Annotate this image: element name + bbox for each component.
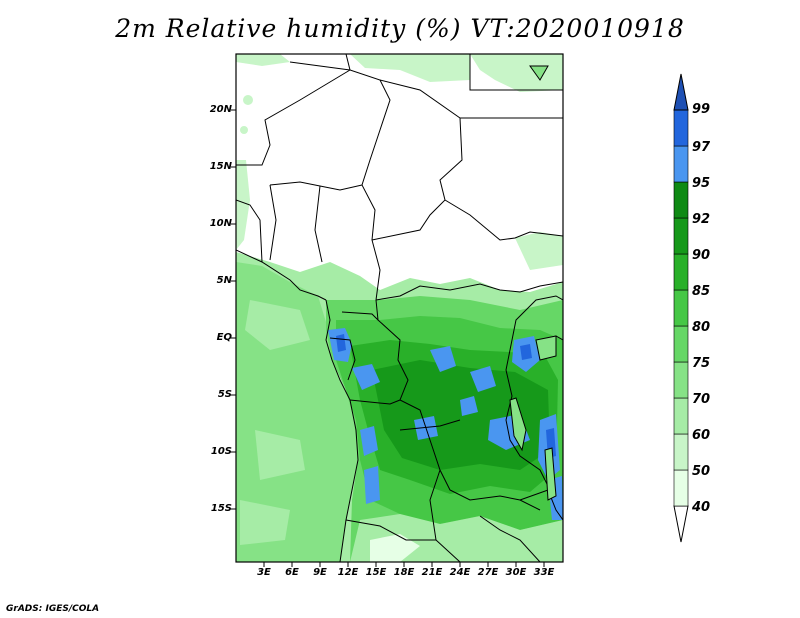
colorbar-label-85: 85 <box>692 284 711 299</box>
colorbar-bin-95-97 <box>673 145 689 183</box>
colorbar-bin-85-90 <box>673 253 689 291</box>
colorbar-label-40: 40 <box>692 500 711 515</box>
colorbar-label-75: 75 <box>692 356 711 371</box>
nile-delta <box>529 65 549 81</box>
colorbar-bin-80-85 <box>673 289 689 327</box>
colorbar-bin-92-95 <box>673 181 689 219</box>
ocean-lighter-streaks <box>240 300 310 545</box>
lake-victoria <box>535 335 557 361</box>
colorbar-bin-97-99 <box>673 109 689 147</box>
lon-label-30e: 30E <box>505 567 527 578</box>
colorbar-bin-90-92 <box>673 217 689 255</box>
lake-tanganyika <box>509 397 527 452</box>
chart-title: 2m Relative humidity (%) VT:2020010918 <box>115 14 685 43</box>
map-frame <box>235 53 564 563</box>
colorbar-bin-60-70 <box>673 397 689 435</box>
colorbar-label-80: 80 <box>692 320 711 335</box>
southern-dry-patch <box>370 534 420 562</box>
lon-label-21e: 21E <box>421 567 443 578</box>
lat-label-eq: EQ <box>216 332 232 343</box>
colorbar-label-60: 60 <box>692 428 711 443</box>
lon-label-9e: 9E <box>313 567 327 578</box>
lat-label-15n: 15N <box>209 161 232 172</box>
colorbar-label-99: 99 <box>692 102 711 117</box>
colorbar-label-95: 95 <box>692 176 711 191</box>
lake-malawi <box>544 447 557 501</box>
lat-label-10s: 10S <box>210 446 232 457</box>
colorbar-bin-below-min <box>673 505 689 543</box>
lat-label-10n: 10N <box>209 218 232 229</box>
colorbar-bin-50-60 <box>673 433 689 471</box>
grads-credit: GrADS: IGES/COLA <box>6 604 100 614</box>
lon-label-12e: 12E <box>337 567 359 578</box>
colorbar-label-70: 70 <box>692 392 711 407</box>
lon-label-3e: 3E <box>257 567 271 578</box>
lat-label-5n: 5N <box>216 275 232 286</box>
lat-label-15s: 15S <box>210 503 232 514</box>
northern-moisture-patches <box>236 54 563 270</box>
colorbar-label-90: 90 <box>692 248 711 263</box>
lon-label-27e: 27E <box>477 567 499 578</box>
colorbar-label-50: 50 <box>692 464 711 479</box>
colorbar-label-92: 92 <box>692 212 711 227</box>
colorbar-bin-above-max <box>673 73 689 111</box>
humidity-field <box>236 54 563 562</box>
colorbar-bin-75-80 <box>673 325 689 363</box>
axis-ticks <box>231 109 545 567</box>
colorbar-label-97: 97 <box>692 140 711 155</box>
lat-label-20n: 20N <box>209 104 232 115</box>
colorbar <box>673 73 689 543</box>
lon-label-33e: 33E <box>533 567 555 578</box>
lat-label-5s: 5S <box>217 389 232 400</box>
great-lakes <box>509 65 557 501</box>
lon-label-24e: 24E <box>449 567 471 578</box>
lon-label-6e: 6E <box>285 567 299 578</box>
colorbar-bin-40-50 <box>673 469 689 507</box>
lon-label-18e: 18E <box>393 567 415 578</box>
country-borders <box>236 54 563 562</box>
colorbar-bin-70-75 <box>673 361 689 399</box>
lon-label-15e: 15E <box>365 567 387 578</box>
